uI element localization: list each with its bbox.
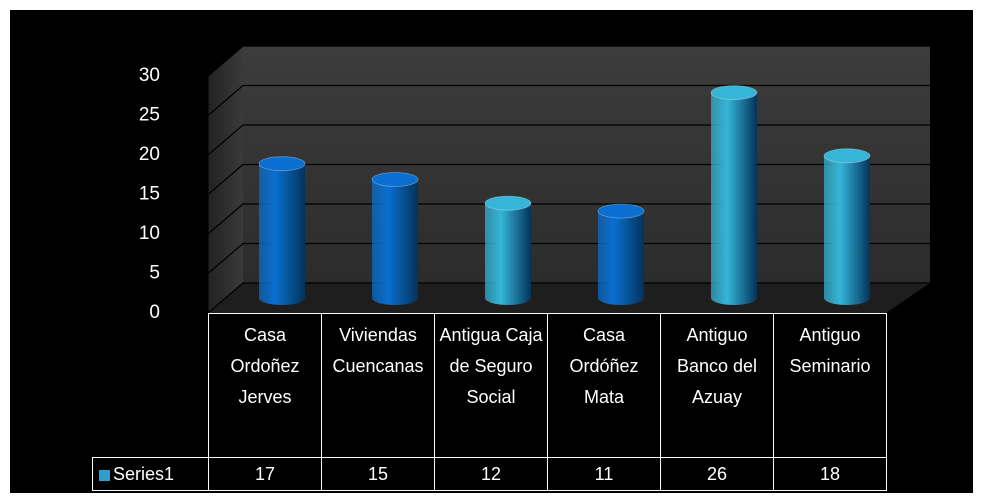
- grid-line: [207, 45, 930, 77]
- category-label: Antigua Caja de Seguro Social: [434, 313, 548, 458]
- data-table-value: 17: [208, 457, 322, 491]
- category-label: Antiguo Seminario: [773, 313, 887, 458]
- legend-entry: Series1: [92, 457, 209, 491]
- legend-swatch: [99, 469, 110, 481]
- y-tick-label: 0: [149, 302, 160, 323]
- category-label: Casa Ordóñez Mata: [547, 313, 661, 458]
- category-label: Viviendas Cuencanas: [321, 313, 435, 458]
- y-tick-label: 25: [139, 105, 160, 126]
- grid-line: [207, 282, 930, 314]
- grid-line: [207, 163, 930, 195]
- grid-line: [207, 84, 930, 116]
- data-table-value: 26: [660, 457, 774, 491]
- bar-top: [710, 85, 758, 100]
- y-tick-label: 30: [139, 65, 160, 86]
- category-label: Casa Ordoñez Jerves: [208, 313, 322, 458]
- bar-top: [258, 156, 306, 172]
- bar: [485, 203, 531, 305]
- bar: [824, 155, 870, 305]
- data-table-value: 12: [434, 457, 548, 491]
- data-table-value: 18: [773, 457, 887, 491]
- bar-top: [597, 203, 645, 219]
- grid-line: [207, 242, 930, 274]
- bar-top: [371, 172, 419, 187]
- bar-top: [823, 148, 871, 164]
- y-tick-label: 20: [139, 144, 160, 165]
- grid-line: [207, 124, 930, 156]
- bar: [372, 179, 418, 305]
- bar: [598, 211, 644, 305]
- y-tick-label: 5: [149, 263, 160, 284]
- bar: [711, 92, 757, 305]
- floor: [208, 283, 930, 313]
- data-table-value: 11: [547, 457, 661, 491]
- bar: [259, 163, 305, 305]
- category-label: Antiguo Banco del Azuay: [660, 313, 774, 458]
- y-tick-label: 10: [139, 223, 160, 244]
- grid-line: [207, 203, 930, 235]
- bar-top: [484, 195, 532, 211]
- data-table-value: 15: [321, 457, 435, 491]
- y-tick-label: 15: [139, 184, 160, 205]
- legend-label: Series1: [113, 464, 175, 484]
